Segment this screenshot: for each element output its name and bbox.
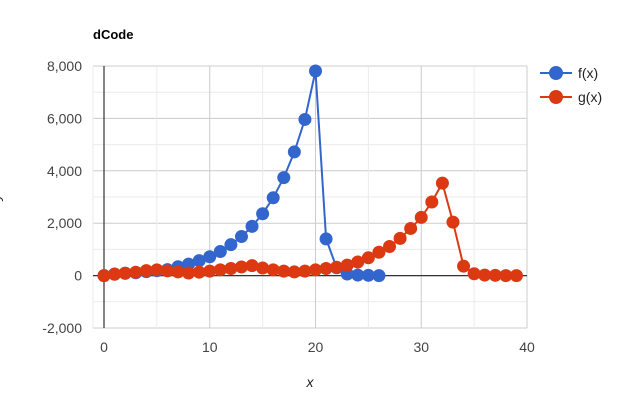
- y-tick-label: 0: [74, 268, 82, 284]
- data-point-fx: [287, 145, 301, 159]
- legend-label-fx: f(x): [578, 65, 598, 81]
- x-tick-label: 10: [202, 339, 218, 355]
- data-point-gx: [361, 251, 375, 265]
- legend-label-gx: g(x): [578, 89, 602, 105]
- data-point-gx: [340, 258, 354, 272]
- data-point-fx: [340, 267, 354, 281]
- data-point-gx: [435, 176, 449, 190]
- data-point-fx: [309, 64, 322, 78]
- y-tick-label: -2,000: [42, 320, 82, 336]
- data-point-fx: [213, 244, 227, 258]
- legend: f(x) g(x): [540, 65, 602, 105]
- data-point-fx: [361, 268, 375, 282]
- data-point-fx: [224, 238, 238, 252]
- data-point-gx: [393, 231, 407, 245]
- data-point-gx: [139, 264, 153, 278]
- data-point-gx: [213, 263, 227, 277]
- data-point-gx: [351, 255, 365, 269]
- y-tick-label: 4,000: [47, 163, 82, 179]
- data-point-gx: [298, 264, 312, 278]
- legend-entry-fx: f(x): [540, 65, 598, 81]
- data-point-gx: [234, 260, 248, 274]
- data-point-gx: [488, 268, 502, 282]
- series-line-fx: [103, 70, 379, 277]
- data-point-fx: [192, 254, 206, 268]
- tick-labels: -2,000 0 2,000 4,000 6,000 8,000 0 10 20 30 40: [42, 58, 535, 355]
- x-tick-label: 0: [100, 339, 108, 355]
- x-tick-label: 20: [308, 339, 324, 355]
- data-point-gx: [118, 266, 132, 280]
- data-point-fx: [277, 171, 291, 185]
- data-point-fx: [203, 250, 217, 264]
- data-point-gx: [97, 269, 111, 283]
- data-point-gx: [171, 265, 185, 279]
- data-point-fx: [298, 112, 312, 126]
- data-point-gx: [509, 269, 523, 283]
- legend-entry-gx: g(x): [540, 89, 602, 105]
- gridlines: [92, 65, 528, 329]
- y-tick-label: 6,000: [47, 110, 82, 126]
- data-point-gx: [256, 261, 270, 275]
- data-point-gx: [277, 264, 291, 278]
- data-point-fx: [319, 232, 333, 246]
- data-point-gx: [266, 263, 280, 277]
- data-point-gx: [309, 263, 322, 277]
- data-point-gx: [108, 267, 122, 281]
- x-axis-title: x: [306, 374, 315, 390]
- x-tick-label: 40: [519, 339, 535, 355]
- data-point-gx: [129, 265, 143, 279]
- legend-marker-gx: [549, 90, 563, 104]
- y-axis-title: y: [0, 193, 3, 202]
- data-point-gx: [478, 268, 492, 282]
- series-gx: [97, 176, 523, 283]
- data-point-fx: [351, 268, 365, 282]
- data-point-fx: [266, 191, 280, 205]
- data-point-gx: [160, 264, 174, 278]
- legend-marker-fx: [549, 66, 563, 80]
- data-point-gx: [446, 215, 460, 229]
- data-point-gx: [245, 259, 259, 273]
- data-point-gx: [499, 269, 513, 283]
- x-tick-label: 30: [413, 339, 429, 355]
- data-point-gx: [319, 262, 333, 276]
- chart-title: dCode: [93, 27, 133, 42]
- data-point-gx: [150, 263, 164, 277]
- data-point-gx: [330, 260, 344, 274]
- data-point-gx: [287, 265, 301, 279]
- data-point-gx: [372, 245, 386, 259]
- data-point-gx: [467, 267, 481, 281]
- data-point-gx: [404, 221, 418, 235]
- data-point-gx: [414, 210, 428, 224]
- data-point-gx: [383, 240, 397, 254]
- y-tick-label: 8,000: [47, 58, 82, 74]
- data-series: [97, 64, 523, 283]
- data-point-gx: [182, 266, 196, 280]
- data-point-gx: [224, 262, 238, 276]
- data-point-gx: [425, 195, 439, 209]
- data-point-gx: [457, 259, 471, 273]
- data-point-fx: [256, 207, 270, 221]
- data-point-gx: [203, 264, 217, 278]
- data-point-gx: [192, 265, 206, 279]
- data-point-fx: [372, 269, 386, 283]
- data-point-fx: [234, 230, 248, 244]
- y-tick-label: 2,000: [47, 215, 82, 231]
- data-point-fx: [182, 257, 196, 271]
- data-point-fx: [245, 219, 259, 233]
